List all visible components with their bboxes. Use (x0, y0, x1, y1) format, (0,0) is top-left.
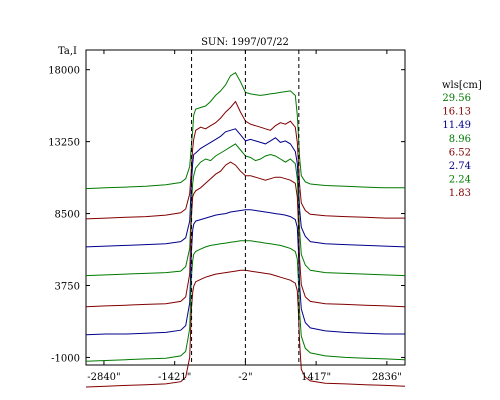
legend-entry-1: 16.13 (442, 107, 471, 118)
chart-title: SUN: 1997/07/22 (201, 37, 289, 48)
legend-entry-5: 2.74 (449, 161, 471, 172)
x-tick-label-4: 2836" (372, 372, 402, 383)
y-tick-label-1: 3750 (55, 281, 80, 292)
series-line-1 (85, 100, 405, 220)
legend-entry-3: 8.96 (449, 134, 471, 145)
y-tick-label-0: -1000 (51, 353, 80, 364)
y-tick-label-2: 8500 (55, 210, 80, 221)
legend-entry-2: 11.49 (442, 120, 471, 131)
series-line-6 (85, 240, 406, 362)
y-axis-label: Ta,I (58, 46, 77, 57)
y-tick-label-4: 18000 (48, 66, 80, 77)
series-line-4 (85, 161, 406, 308)
legend-title: wls[cm] (442, 80, 482, 91)
x-tick-label-2: -2" (238, 372, 252, 383)
legend-entry-4: 6.52 (449, 147, 471, 158)
x-tick-label-3: 1417" (301, 372, 331, 383)
legend-entry-0: 29.56 (442, 93, 471, 104)
x-tick-label-0: -2840" (87, 372, 120, 383)
series-line-2 (85, 128, 406, 248)
legend-entry-6: 2.24 (449, 175, 471, 186)
legend-entry-7: 1.83 (449, 188, 471, 199)
series-line-5 (85, 209, 405, 336)
series-line-7 (85, 269, 406, 388)
x-tick-label-1: -1421" (158, 372, 191, 383)
y-tick-label-3: 13250 (48, 138, 80, 149)
